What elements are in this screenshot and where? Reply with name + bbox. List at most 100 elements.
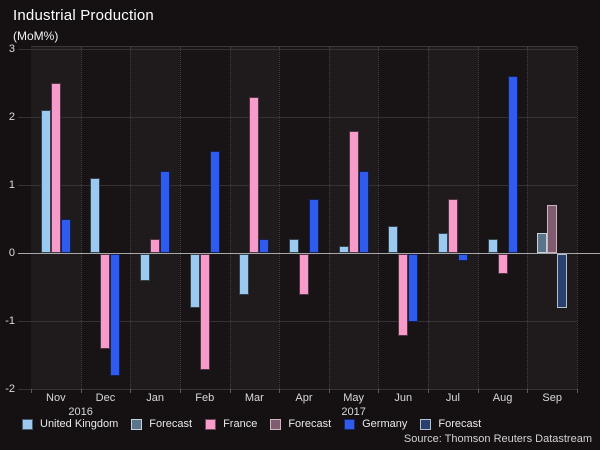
chart-title: Industrial Production (13, 7, 154, 24)
bar-forecast-sep (537, 232, 548, 253)
h-gridline (18, 389, 577, 390)
legend-label: Forecast (149, 418, 193, 430)
y-axis-label: -1 (5, 315, 15, 327)
bar-united-kingdom-dec (90, 178, 101, 253)
x-axis-label: Nov (46, 392, 66, 404)
bar-united-kingdom-aug (487, 239, 498, 253)
axis-tick (328, 389, 330, 393)
bar-united-kingdom-apr (289, 239, 299, 253)
v-gridline (378, 47, 380, 389)
axis-tick (527, 389, 529, 393)
v-gridline (179, 47, 181, 389)
axis-tick (31, 389, 32, 393)
bar-germany-jun (408, 254, 419, 322)
v-gridline (229, 47, 231, 389)
bar-france-mar (249, 96, 260, 253)
bar-france-nov (50, 83, 61, 253)
x-axis-label: May (343, 392, 365, 404)
v-gridline (80, 47, 82, 389)
bar-germany-feb (209, 151, 220, 253)
source-credit: Source: Thomson Reuters Datastream (403, 433, 592, 445)
bar-germany-apr (309, 198, 319, 253)
h-gridline (18, 185, 577, 186)
legend-label: United Kingdom (40, 418, 119, 430)
legend-item: Forecast (420, 418, 481, 430)
bar-france-aug (497, 254, 508, 275)
axis-tick (428, 389, 430, 393)
bar-germany-jan (160, 171, 171, 253)
legend-item: France (205, 418, 257, 430)
legend: United Kingdom Forecast France Forecast Germ… (22, 418, 481, 430)
bar-france-dec (100, 254, 111, 350)
month-band-aug (477, 47, 528, 389)
month-band-jan (130, 47, 180, 389)
y-axis-label: 0 (8, 247, 15, 259)
bar-france-apr (299, 254, 309, 295)
v-gridline (428, 47, 430, 389)
bar-united-kingdom-nov (40, 110, 51, 253)
axis-tick (577, 389, 578, 393)
bar-germany-may (358, 171, 369, 253)
legend-swatch (131, 418, 143, 430)
y-axis-label: 2 (8, 111, 15, 123)
x-axis-label: Jan (146, 392, 164, 404)
x-axis-label: Aug (492, 392, 513, 404)
x-axis-label: Feb (195, 392, 215, 404)
x-axis-label: Jul (445, 392, 460, 404)
month-band-jun (378, 47, 429, 389)
legend-swatch (344, 418, 356, 430)
x-axis-label: Dec (95, 392, 116, 404)
axis-tick (130, 389, 132, 393)
chart-subtitle: (MoM%) (13, 29, 59, 43)
x-axis-label: Mar (244, 392, 264, 404)
bar-germany-jul (457, 254, 468, 261)
bar-forecast-sep (557, 254, 568, 309)
bar-united-kingdom-mar (239, 254, 250, 295)
x-axis-label: Sep (542, 392, 562, 404)
bar-united-kingdom-jul (437, 232, 448, 253)
bar-united-kingdom-jan (140, 254, 151, 282)
bar-germany-mar (259, 239, 270, 253)
axis-tick (80, 389, 82, 393)
y-axis-label: 1 (8, 179, 15, 191)
year-label: 2017 (341, 406, 366, 418)
axis-tick (179, 389, 181, 393)
month-band-apr (279, 47, 329, 389)
axis-tick (477, 389, 479, 393)
bar-france-feb (199, 254, 210, 370)
x-axis-label: Jun (394, 392, 413, 404)
axis-tick (229, 389, 231, 393)
bar-united-kingdom-feb (189, 254, 200, 309)
axis-tick (279, 389, 281, 393)
legend-item: Forecast (270, 418, 331, 430)
legend-swatch (205, 418, 217, 430)
x-axis-label: Apr (295, 392, 313, 404)
legend-swatch (420, 418, 432, 430)
bar-germany-dec (110, 254, 121, 377)
legend-item: Forecast (131, 418, 192, 430)
h-gridline (18, 49, 577, 50)
v-gridline (527, 47, 529, 389)
bar-germany-nov (60, 219, 71, 253)
legend-label: Forecast (438, 418, 482, 430)
legend-label: Germany (362, 418, 408, 430)
v-gridline (130, 47, 132, 389)
legend-swatch (22, 418, 33, 430)
legend-label: France (223, 418, 258, 430)
v-gridline (279, 47, 281, 389)
h-gridline (18, 321, 577, 322)
v-gridline (477, 47, 479, 389)
plot-top-border (31, 46, 577, 47)
bar-united-kingdom-jun (388, 225, 399, 253)
legend-item: Germany (344, 418, 407, 430)
legend-label: Forecast (288, 418, 332, 430)
axis-tick (378, 389, 380, 393)
bar-germany-aug (507, 76, 518, 253)
y-axis-label: 3 (8, 43, 15, 55)
bar-united-kingdom-may (338, 246, 349, 253)
h-gridline (18, 117, 577, 118)
bar-france-jun (398, 254, 409, 336)
legend-item: United Kingdom (22, 418, 118, 430)
legend-swatch (270, 418, 282, 430)
